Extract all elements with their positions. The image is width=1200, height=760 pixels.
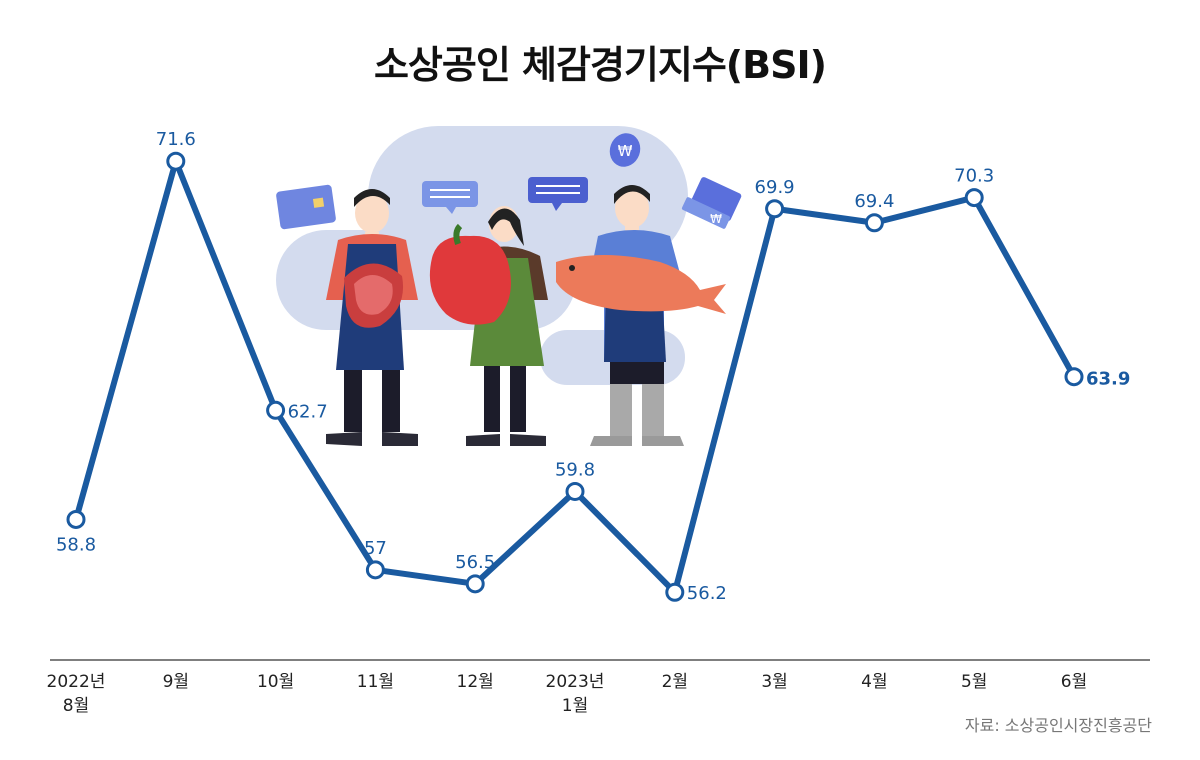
- data-point: [365, 560, 385, 580]
- x-tick-label: 3월: [761, 672, 787, 692]
- x-tick-label: 10월: [257, 672, 294, 692]
- laptop-icon: ₩: [681, 177, 742, 229]
- value-label: 56.2: [687, 583, 727, 604]
- chart-title: 소상공인 체감경기지수(BSI): [373, 43, 827, 87]
- x-tick-label: 4월: [861, 672, 887, 692]
- source-note: 자료: 소상공인시장진흥공단: [964, 716, 1152, 735]
- x-tick-label: 2월: [662, 672, 688, 692]
- data-point: [964, 188, 984, 208]
- svg-text:₩: ₩: [618, 142, 633, 160]
- vegetable-vendor-figure: [429, 206, 548, 446]
- x-tick-label: 2022년: [47, 672, 106, 692]
- value-label: 69.4: [854, 191, 894, 212]
- data-point: [1064, 367, 1084, 387]
- butcher-figure: [326, 189, 418, 446]
- data-point: [66, 509, 86, 529]
- x-tick-label: 2023년: [546, 672, 605, 692]
- data-point: [864, 213, 884, 233]
- value-label: 62.7: [288, 401, 328, 422]
- credit-card-icon: [276, 184, 336, 230]
- x-tick-label: 8월: [63, 696, 89, 716]
- data-point: [565, 481, 585, 501]
- value-label: 57: [364, 538, 387, 559]
- value-label: 63.9: [1086, 369, 1130, 390]
- data-point: [765, 199, 785, 219]
- data-point: [665, 582, 685, 602]
- coin-icon: ₩: [609, 133, 641, 167]
- x-tick-label: 1월: [562, 696, 588, 716]
- x-tick-label: 5월: [961, 672, 987, 692]
- merchants-illustration: ₩ ₩: [276, 126, 742, 446]
- x-tick-labels: 2022년 8월 9월 10월 11월 12월 2023년 1월 2월 3월 4월 5월 6월: [47, 672, 1088, 716]
- value-label: 71.6: [156, 129, 196, 150]
- value-label: 69.9: [755, 177, 795, 198]
- chat-bubble-icon: [422, 181, 478, 214]
- fishmonger-figure: [556, 185, 726, 446]
- x-tick-label: 11월: [357, 672, 394, 692]
- data-point: [465, 574, 485, 594]
- svg-text:₩: ₩: [710, 212, 722, 226]
- x-tick-label: 6월: [1061, 672, 1087, 692]
- x-tick-label: 9월: [163, 672, 189, 692]
- value-label: 70.3: [954, 166, 994, 187]
- data-point: [166, 151, 186, 171]
- chat-bubble-icon: [528, 177, 588, 211]
- value-label: 59.8: [555, 459, 595, 480]
- value-label: 58.8: [56, 534, 96, 555]
- x-tick-label: 12월: [457, 672, 494, 692]
- data-points: [66, 151, 1084, 602]
- value-labels: 58.8 71.6 62.7 57 56.5 59.8 56.2 69.9 69.4 70.3 63…: [56, 129, 1130, 604]
- value-label: 56.5: [455, 552, 495, 573]
- data-point: [266, 400, 286, 420]
